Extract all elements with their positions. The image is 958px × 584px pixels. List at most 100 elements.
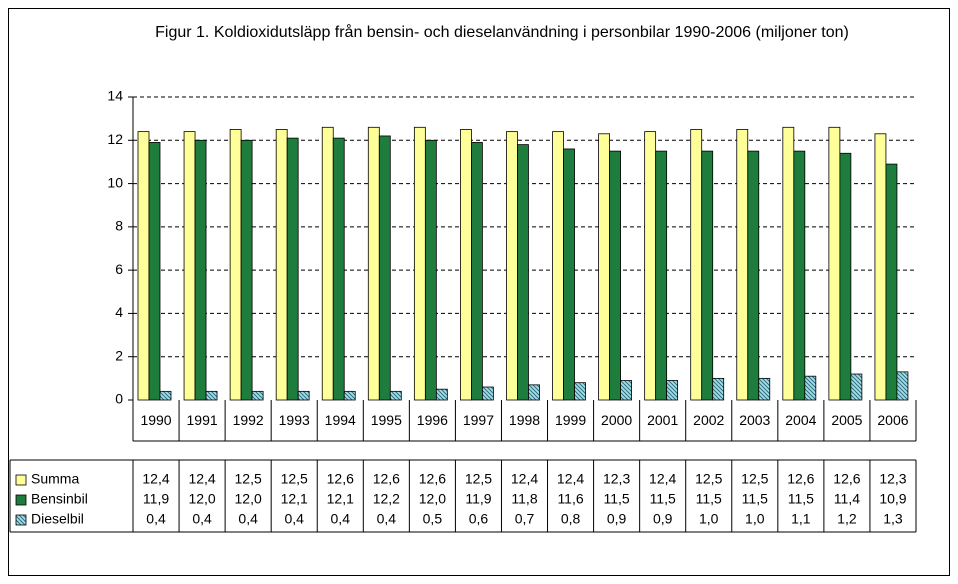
table-value: 10,9: [879, 491, 906, 507]
bar: [736, 129, 749, 401]
bar: [240, 139, 253, 401]
x-tick-label: 2000: [601, 412, 632, 428]
table-value: 12,5: [465, 471, 492, 487]
y-tick-label: 12: [107, 131, 123, 147]
table-value: 12,6: [787, 471, 814, 487]
y-tick-label: 10: [107, 174, 123, 190]
table-value: 12,1: [327, 491, 354, 507]
bar: [804, 375, 817, 401]
bar: [666, 380, 679, 401]
bar: [506, 131, 518, 401]
x-tick-label: 1998: [509, 412, 540, 428]
bar: [747, 150, 760, 401]
table-value: 0,4: [238, 511, 258, 527]
bar: [389, 390, 402, 401]
table-value: 12,2: [373, 491, 400, 507]
bar: [367, 126, 380, 401]
bar: [839, 152, 852, 401]
table-value: 11,6: [557, 491, 583, 507]
table-value: 12,0: [235, 491, 262, 507]
bar: [563, 148, 575, 401]
bar: [321, 126, 334, 401]
table-value: 12,6: [419, 471, 446, 487]
table-value: 12,4: [649, 471, 676, 487]
table-value: 11,5: [604, 491, 630, 507]
table-value: 11,4: [834, 491, 860, 507]
bar: [620, 380, 632, 401]
bar: [517, 144, 529, 401]
table-value: 12,4: [188, 471, 215, 487]
table-value: 12,6: [833, 471, 860, 487]
bar: [701, 150, 714, 401]
bar: [574, 382, 586, 401]
legend-label: Dieselbil: [31, 511, 84, 527]
x-tick-label: 1990: [140, 412, 171, 428]
table-value: 0,9: [653, 511, 673, 527]
y-tick-label: 2: [115, 347, 123, 363]
bar: [828, 126, 841, 401]
bar: [874, 133, 887, 401]
table-value: 0,8: [561, 511, 581, 527]
x-tick-label: 1996: [417, 412, 448, 428]
table-value: 12,6: [327, 471, 354, 487]
table-value: 1,0: [699, 511, 719, 527]
x-tick-label: 1994: [325, 412, 356, 428]
table-value: 12,3: [603, 471, 630, 487]
y-tick-label: 0: [115, 391, 123, 407]
bar: [712, 377, 725, 401]
table-value: 11,9: [143, 491, 169, 507]
x-tick-label: 2002: [693, 412, 724, 428]
bar: [885, 163, 898, 401]
table-value: 12,5: [741, 471, 768, 487]
bar: [159, 390, 172, 401]
bar: [183, 131, 196, 401]
bar: [690, 129, 703, 401]
bar: [413, 126, 426, 401]
x-tick-label: 2005: [831, 412, 862, 428]
bar: [148, 142, 161, 401]
table-value: 11,5: [742, 491, 768, 507]
table-value: 12,1: [281, 491, 308, 507]
x-tick-label: 2003: [739, 412, 770, 428]
legend-label: Bensinbil: [31, 491, 88, 507]
bar: [758, 377, 771, 401]
table-value: 11,5: [696, 491, 722, 507]
chart-title: Figur 1. Koldioxidutsläpp från bensin- o…: [155, 24, 849, 41]
table-value: 0,7: [515, 511, 535, 527]
bar: [609, 150, 621, 401]
bar: [229, 129, 242, 401]
bar: [644, 131, 657, 401]
x-tick-label: 1995: [371, 412, 402, 428]
x-tick-label: 1997: [463, 412, 494, 428]
table-value: 11,9: [465, 491, 491, 507]
x-tick-label: 1993: [279, 412, 310, 428]
table-value: 0,4: [192, 511, 212, 527]
bar: [471, 142, 483, 401]
table-value: 11,5: [788, 491, 814, 507]
table-value: 0,4: [377, 511, 397, 527]
x-tick-label: 2001: [647, 412, 678, 428]
table-value: 12,4: [557, 471, 584, 487]
bar: [286, 137, 299, 401]
x-tick-label: 2006: [877, 412, 908, 428]
bar: [793, 150, 806, 401]
bar: [782, 126, 795, 401]
table-value: 0,4: [284, 511, 304, 527]
bar: [251, 390, 264, 401]
table-value: 0,5: [423, 511, 443, 527]
table-value: 0,4: [146, 511, 166, 527]
table-value: 12,5: [695, 471, 722, 487]
bar: [435, 388, 448, 401]
table-value: 0,4: [331, 511, 351, 527]
table-value: 12,5: [235, 471, 262, 487]
legend-key: [15, 494, 27, 506]
table-value: 12,3: [879, 471, 906, 487]
table-value: 1,0: [745, 511, 765, 527]
bar: [378, 135, 391, 401]
table-value: 11,8: [511, 491, 537, 507]
table-value: 0,6: [469, 511, 489, 527]
bar: [896, 371, 909, 401]
bar: [343, 390, 356, 401]
